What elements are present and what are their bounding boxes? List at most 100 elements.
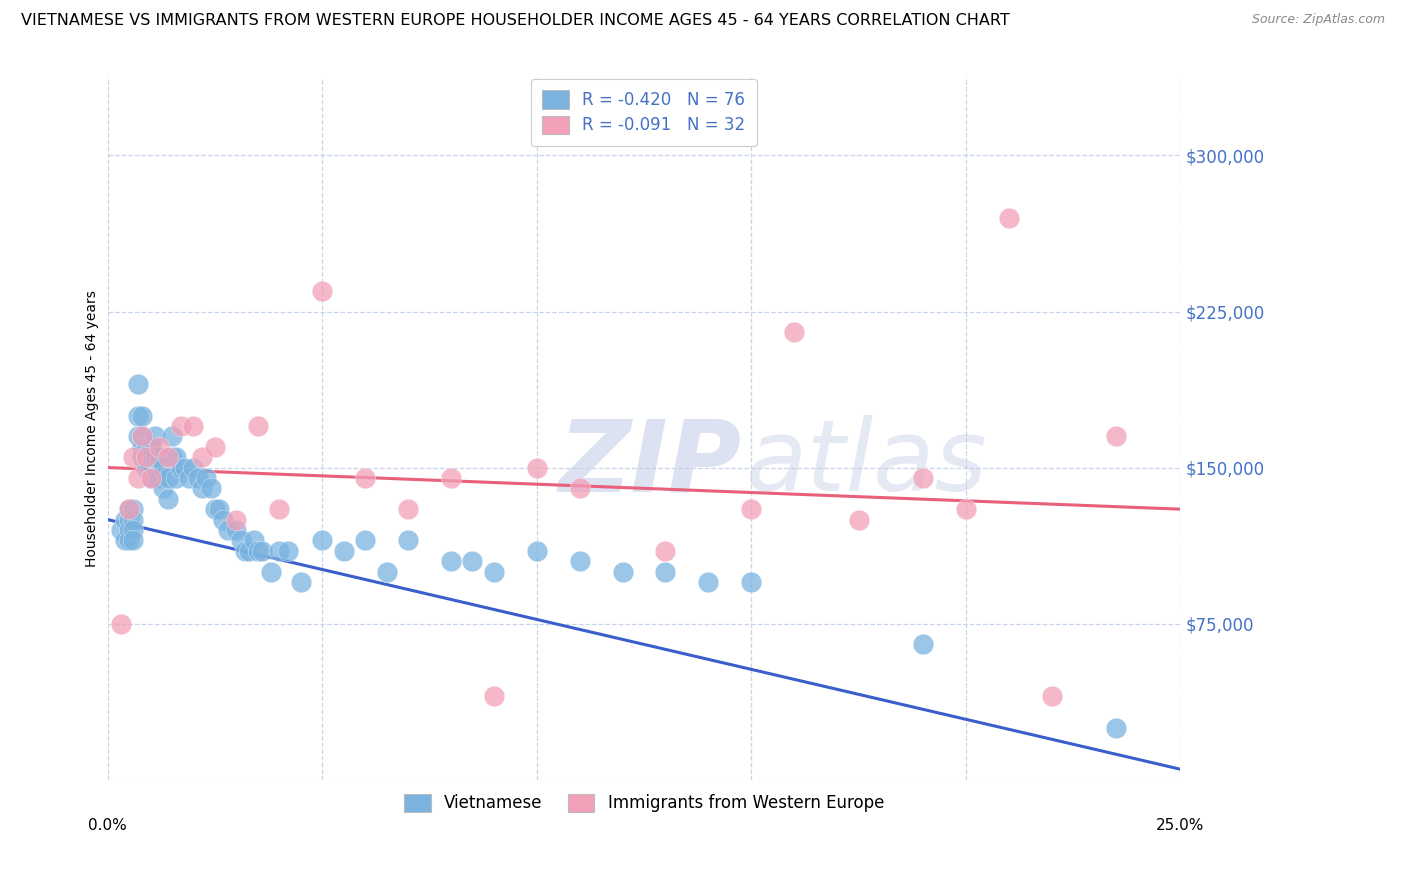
Point bbox=[654, 565, 676, 579]
Text: 0.0%: 0.0% bbox=[89, 818, 127, 833]
Point bbox=[568, 554, 591, 568]
Point bbox=[311, 533, 333, 548]
Point bbox=[277, 543, 299, 558]
Point bbox=[127, 377, 149, 392]
Text: Source: ZipAtlas.com: Source: ZipAtlas.com bbox=[1251, 13, 1385, 27]
Point bbox=[173, 460, 195, 475]
Point bbox=[238, 543, 260, 558]
Point bbox=[139, 471, 162, 485]
Point bbox=[246, 419, 269, 434]
Point bbox=[148, 450, 170, 464]
Point bbox=[118, 512, 141, 526]
Point bbox=[225, 523, 247, 537]
Point bbox=[269, 543, 291, 558]
Point bbox=[396, 502, 419, 516]
Point bbox=[246, 543, 269, 558]
Point bbox=[122, 502, 145, 516]
Point bbox=[269, 502, 291, 516]
Point bbox=[135, 440, 157, 454]
Point bbox=[783, 326, 806, 340]
Text: atlas: atlas bbox=[747, 415, 987, 512]
Point bbox=[118, 523, 141, 537]
Legend: Vietnamese, Immigrants from Western Europe: Vietnamese, Immigrants from Western Euro… bbox=[392, 782, 896, 824]
Point bbox=[911, 471, 934, 485]
Point bbox=[143, 450, 166, 464]
Point bbox=[183, 419, 205, 434]
Point bbox=[139, 440, 162, 454]
Point bbox=[1105, 721, 1128, 735]
Point bbox=[482, 690, 505, 704]
Point bbox=[997, 211, 1019, 225]
Point bbox=[148, 440, 170, 454]
Point bbox=[169, 460, 191, 475]
Point bbox=[139, 471, 162, 485]
Point bbox=[191, 481, 214, 495]
Point bbox=[165, 471, 187, 485]
Point bbox=[114, 512, 136, 526]
Point bbox=[354, 471, 377, 485]
Point bbox=[183, 460, 205, 475]
Point bbox=[233, 543, 256, 558]
Point bbox=[200, 481, 222, 495]
Point bbox=[191, 450, 214, 464]
Point bbox=[440, 554, 463, 568]
Point bbox=[440, 471, 463, 485]
Point bbox=[165, 450, 187, 464]
Point bbox=[152, 460, 174, 475]
Point bbox=[848, 512, 870, 526]
Point bbox=[118, 533, 141, 548]
Point bbox=[156, 491, 179, 506]
Point bbox=[654, 543, 676, 558]
Point bbox=[179, 471, 201, 485]
Point bbox=[354, 533, 377, 548]
Point bbox=[461, 554, 484, 568]
Point bbox=[260, 565, 283, 579]
Point bbox=[1105, 429, 1128, 443]
Point bbox=[122, 523, 145, 537]
Point bbox=[526, 543, 548, 558]
Point bbox=[127, 429, 149, 443]
Point bbox=[740, 574, 762, 589]
Point bbox=[740, 502, 762, 516]
Point bbox=[118, 502, 141, 516]
Point bbox=[131, 450, 153, 464]
Point bbox=[114, 533, 136, 548]
Point bbox=[118, 502, 141, 516]
Point bbox=[290, 574, 312, 589]
Point bbox=[160, 429, 183, 443]
Point bbox=[1040, 690, 1063, 704]
Point bbox=[135, 460, 157, 475]
Text: VIETNAMESE VS IMMIGRANTS FROM WESTERN EUROPE HOUSEHOLDER INCOME AGES 45 - 64 YEA: VIETNAMESE VS IMMIGRANTS FROM WESTERN EU… bbox=[21, 13, 1010, 29]
Point bbox=[955, 502, 977, 516]
Point bbox=[612, 565, 634, 579]
Point bbox=[152, 481, 174, 495]
Point bbox=[122, 512, 145, 526]
Point bbox=[526, 460, 548, 475]
Point bbox=[135, 450, 157, 464]
Point bbox=[911, 637, 934, 651]
Point bbox=[229, 533, 252, 548]
Point bbox=[110, 523, 132, 537]
Text: 25.0%: 25.0% bbox=[1156, 818, 1205, 833]
Point bbox=[131, 440, 153, 454]
Point bbox=[156, 471, 179, 485]
Point bbox=[127, 471, 149, 485]
Point bbox=[110, 616, 132, 631]
Point bbox=[208, 502, 231, 516]
Point bbox=[122, 533, 145, 548]
Point bbox=[143, 429, 166, 443]
Point bbox=[131, 409, 153, 423]
Point bbox=[143, 471, 166, 485]
Point bbox=[169, 419, 191, 434]
Point bbox=[697, 574, 720, 589]
Point bbox=[332, 543, 354, 558]
Point bbox=[311, 284, 333, 298]
Point bbox=[156, 450, 179, 464]
Point bbox=[217, 523, 239, 537]
Point bbox=[204, 502, 226, 516]
Point bbox=[375, 565, 398, 579]
Point bbox=[160, 450, 183, 464]
Point bbox=[568, 481, 591, 495]
Point bbox=[187, 471, 209, 485]
Y-axis label: Householder Income Ages 45 - 64 years: Householder Income Ages 45 - 64 years bbox=[86, 290, 100, 567]
